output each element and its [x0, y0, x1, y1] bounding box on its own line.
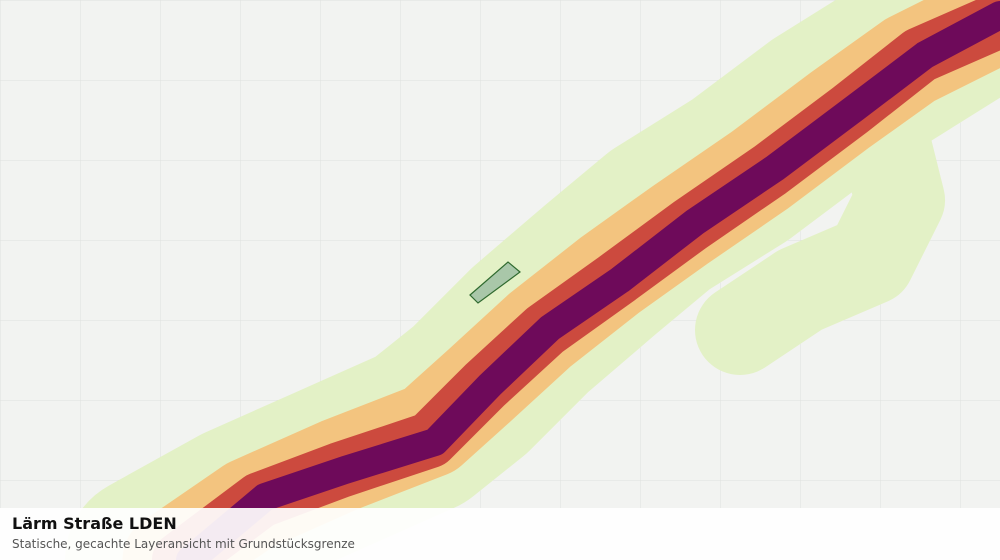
layer-subtitle: Statische, gecachte Layeransicht mit Gru… — [12, 537, 355, 551]
noise-band-very-high — [176, 1, 1000, 560]
noise-layer — [65, 0, 1000, 560]
info-panel — [0, 508, 1000, 560]
parcel-boundary[interactable] — [469, 261, 521, 304]
layer-title: Lärm Straße LDEN — [12, 514, 177, 533]
